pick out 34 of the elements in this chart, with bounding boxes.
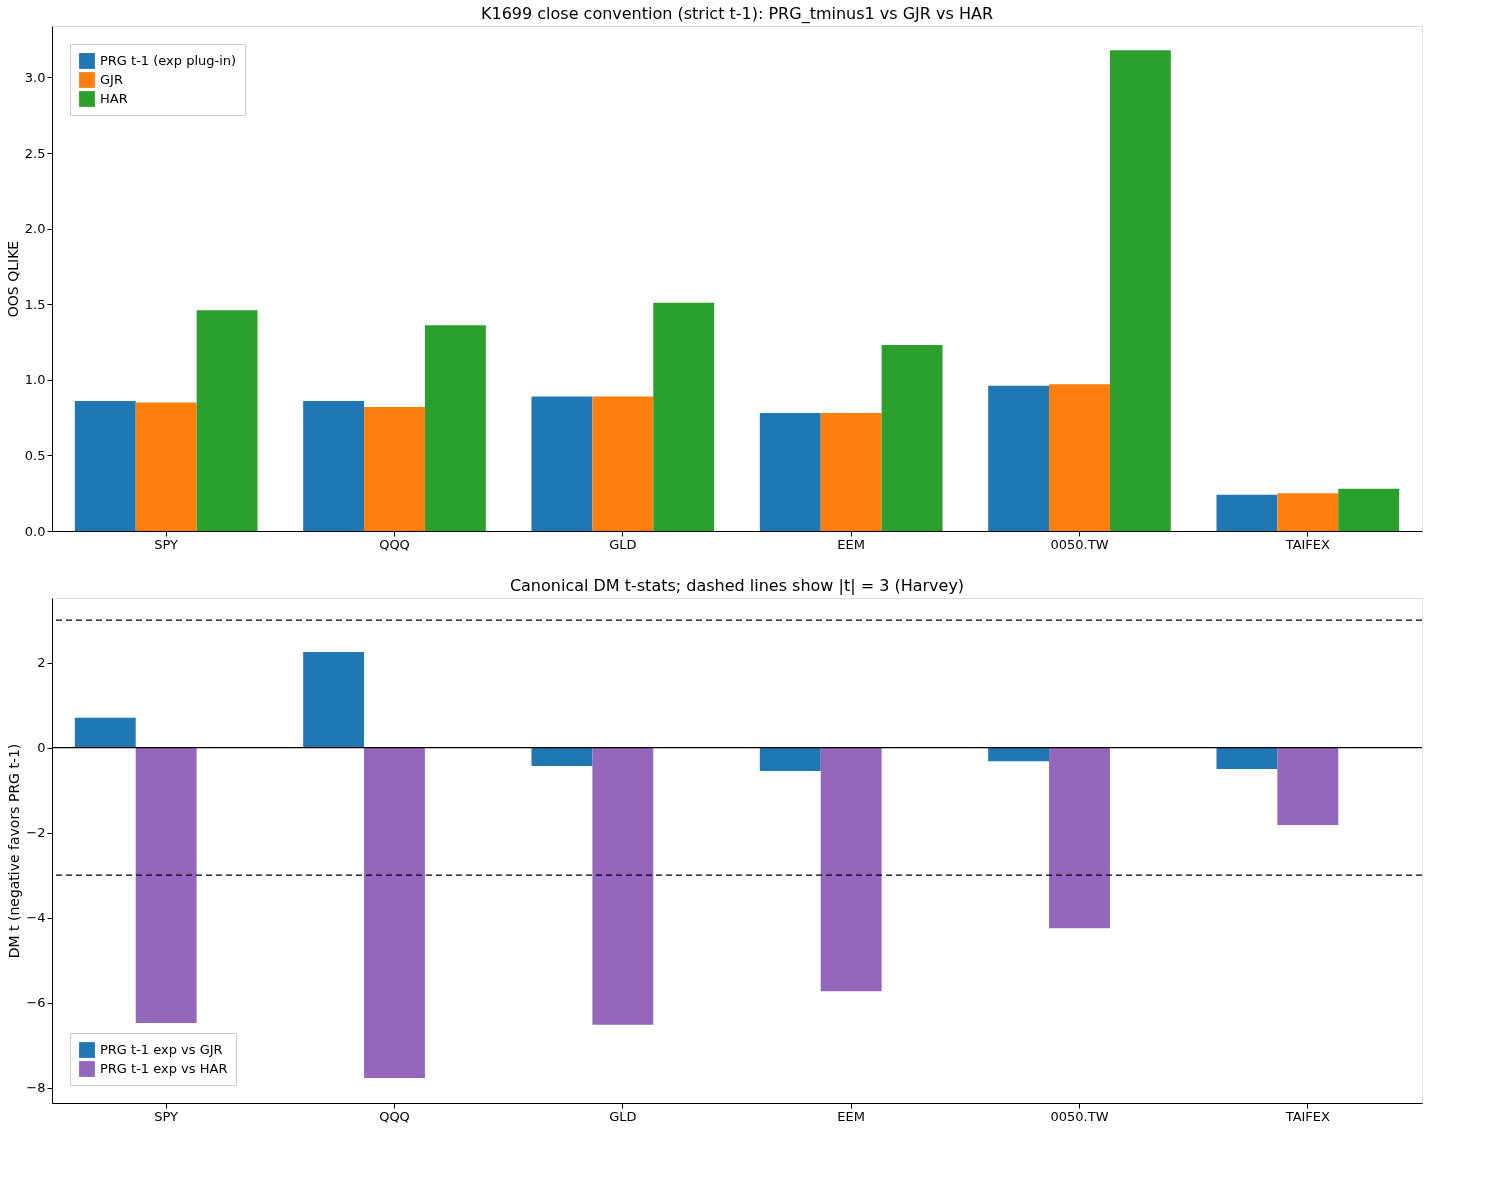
legend-label: PRG t-1 exp vs GJR [100,1042,223,1057]
y-tick-label: 1.5 [24,296,46,312]
y-tick-label: 2 [37,655,46,671]
legend-label: HAR [100,91,128,106]
x-tick-label: 0050.TW [1050,536,1109,552]
x-tick-label: QQQ [379,536,410,552]
chart-title: K1699 close convention (strict t-1): PRG_tminus1 vs GJR vs HAR [480,4,994,24]
x-tick-label: SPY [154,536,179,552]
y-tick-label: −6 [26,995,46,1011]
y-tick-label: 2.5 [24,145,46,161]
x-tick-label: EEM [837,1108,865,1124]
x-tick-label: SPY [154,1108,179,1124]
y-tick-label: 1.0 [24,372,46,388]
y-tick-label: 0.5 [24,447,46,463]
y-axis-title: OOS QLIKE [4,240,21,318]
x-tick-label: GLD [609,1108,637,1124]
x-tick-label: GLD [609,536,637,552]
y-tick-label: −4 [26,910,46,926]
legend-label: GJR [100,72,123,87]
legend-label: PRG t-1 exp vs HAR [100,1061,228,1076]
x-tick-label: EEM [837,536,865,552]
x-tick-label: TAIFEX [1284,536,1331,552]
x-tick-label: QQQ [379,1108,410,1124]
y-axis-title: DM t (negative favors PRG t-1) [6,743,23,959]
y-tick-label: 0 [37,740,46,756]
y-tick-label: −2 [26,825,46,841]
legend-label: PRG t-1 (exp plug-in) [100,53,237,68]
y-tick-label: 3.0 [24,69,46,85]
chart-title: Canonical DM t-stats; dashed lines show |t| = 3 (Harvey) [509,576,965,595]
x-tick-label: 0050.TW [1050,1108,1109,1124]
x-tick-label: TAIFEX [1284,1108,1331,1124]
y-tick-label: −8 [26,1080,46,1096]
y-tick-label: 0.0 [24,523,46,539]
y-tick-label: 2.0 [24,221,46,237]
